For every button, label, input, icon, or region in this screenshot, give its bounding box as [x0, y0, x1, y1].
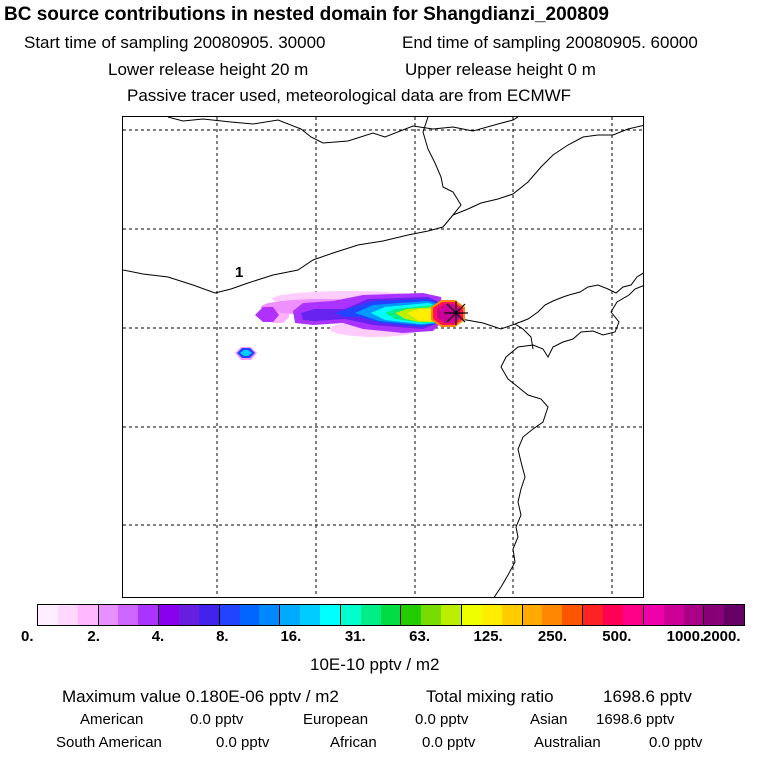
color-scale-segment	[562, 605, 583, 625]
scale-tick-label: 500.	[602, 628, 632, 645]
european-value: 0.0 pptv	[415, 711, 469, 728]
african-value: 0.0 pptv	[422, 734, 476, 751]
color-scale-segment	[683, 605, 704, 625]
coastline	[514, 323, 534, 350]
upper-height-label: Upper release height 0 m	[405, 60, 596, 79]
coastline	[460, 294, 570, 330]
asian-value: 1698.6 pptv	[596, 711, 675, 728]
color-scale-segment	[380, 605, 401, 625]
color-scale-segment	[118, 605, 139, 625]
border-line	[123, 117, 462, 294]
scale-units: 10E-10 pptv / m2	[310, 655, 440, 674]
color-scale-segment	[703, 605, 725, 625]
scale-tick-label: 2.	[87, 628, 100, 645]
color-scale-segment	[300, 605, 321, 625]
color-scale-segment	[521, 605, 543, 625]
color-scale-segment	[320, 605, 340, 625]
color-scale-segment	[339, 605, 361, 625]
contour-label: 1	[235, 264, 243, 281]
color-scale-segment	[77, 605, 98, 625]
color-scale-segment	[97, 605, 119, 625]
plot-title: BC source contributions in nested domain…	[4, 4, 609, 25]
african-label: African	[330, 734, 377, 751]
color-scale-segment	[642, 605, 664, 625]
border-line	[167, 117, 519, 144]
color-scale-segment	[57, 605, 78, 625]
scale-tick-label: 0.	[21, 628, 34, 645]
total-mixing-label: Total mixing ratio	[426, 687, 554, 706]
plume-band	[255, 307, 279, 322]
scale-tick-label: 31.	[344, 628, 366, 645]
american-value: 0.0 pptv	[190, 711, 244, 728]
color-scale-segment	[38, 605, 58, 625]
australian-label: Australian	[534, 734, 601, 751]
color-scale-segment	[663, 605, 684, 625]
receptor-star-icon	[444, 301, 468, 325]
coastline-borders	[123, 117, 643, 597]
color-scale-segment	[218, 605, 240, 625]
color-scale-segment	[259, 605, 280, 625]
color-scale-segment	[501, 605, 522, 625]
south-american-value: 0.0 pptv	[216, 734, 270, 751]
south-american-label: South American	[56, 734, 162, 751]
total-mixing-value: 1698.6 pptv	[603, 687, 692, 706]
color-scale-segment	[582, 605, 604, 625]
scale-tick-label: 4.	[151, 628, 165, 645]
color-scale-segment	[622, 605, 643, 625]
scale-tick-label: 2000.	[703, 628, 741, 645]
european-label: European	[303, 711, 369, 728]
scale-tick-label: 1000.	[666, 628, 705, 645]
color-scale-segment	[279, 605, 301, 625]
color-scale-segment	[542, 605, 563, 625]
color-scale-segment	[603, 605, 623, 625]
start-time-label: Start time of sampling 20080905. 30000	[24, 33, 326, 52]
color-scale-segment	[239, 605, 260, 625]
coastline	[568, 272, 643, 296]
concentration-plume	[235, 291, 465, 360]
american-label: American	[80, 711, 144, 728]
color-scale-segment	[481, 605, 502, 625]
color-scale-segment	[158, 605, 180, 625]
lower-height-label: Lower release height 20 m	[108, 60, 309, 79]
australian-value: 0.0 pptv	[649, 734, 703, 751]
end-time-label: End time of sampling 20080905. 60000	[402, 33, 698, 52]
color-scale-segment	[360, 605, 381, 625]
tracer-note: Passive tracer used, meteorological data…	[127, 86, 572, 105]
color-scale-segment	[179, 605, 199, 625]
lat-lon-grid	[123, 117, 643, 597]
map-canvas: 1	[123, 117, 643, 597]
scale-tick-label: 16.	[280, 628, 302, 645]
scale-tick-label: 8.	[216, 628, 229, 645]
color-scale-segment	[461, 605, 482, 625]
scale-tick-label: 250.	[537, 628, 568, 645]
plume-blob	[240, 350, 252, 356]
coastline	[493, 285, 643, 597]
max-value-label: Maximum value 0.180E-06 pptv / m2	[62, 687, 339, 706]
color-scale-segment	[441, 605, 462, 625]
color-scale-segment	[724, 605, 745, 625]
map-panel: 1	[122, 116, 644, 598]
color-scale-segment	[198, 605, 219, 625]
color-scale-segment	[400, 605, 422, 625]
asian-label: Asian	[530, 711, 568, 728]
scale-tick-label: 125.	[473, 628, 503, 645]
color-scale-bar	[37, 604, 745, 626]
color-scale-segment	[421, 605, 442, 625]
scale-tick-label: 63.	[409, 628, 431, 645]
border-line	[452, 124, 643, 216]
color-scale-segment	[138, 605, 159, 625]
